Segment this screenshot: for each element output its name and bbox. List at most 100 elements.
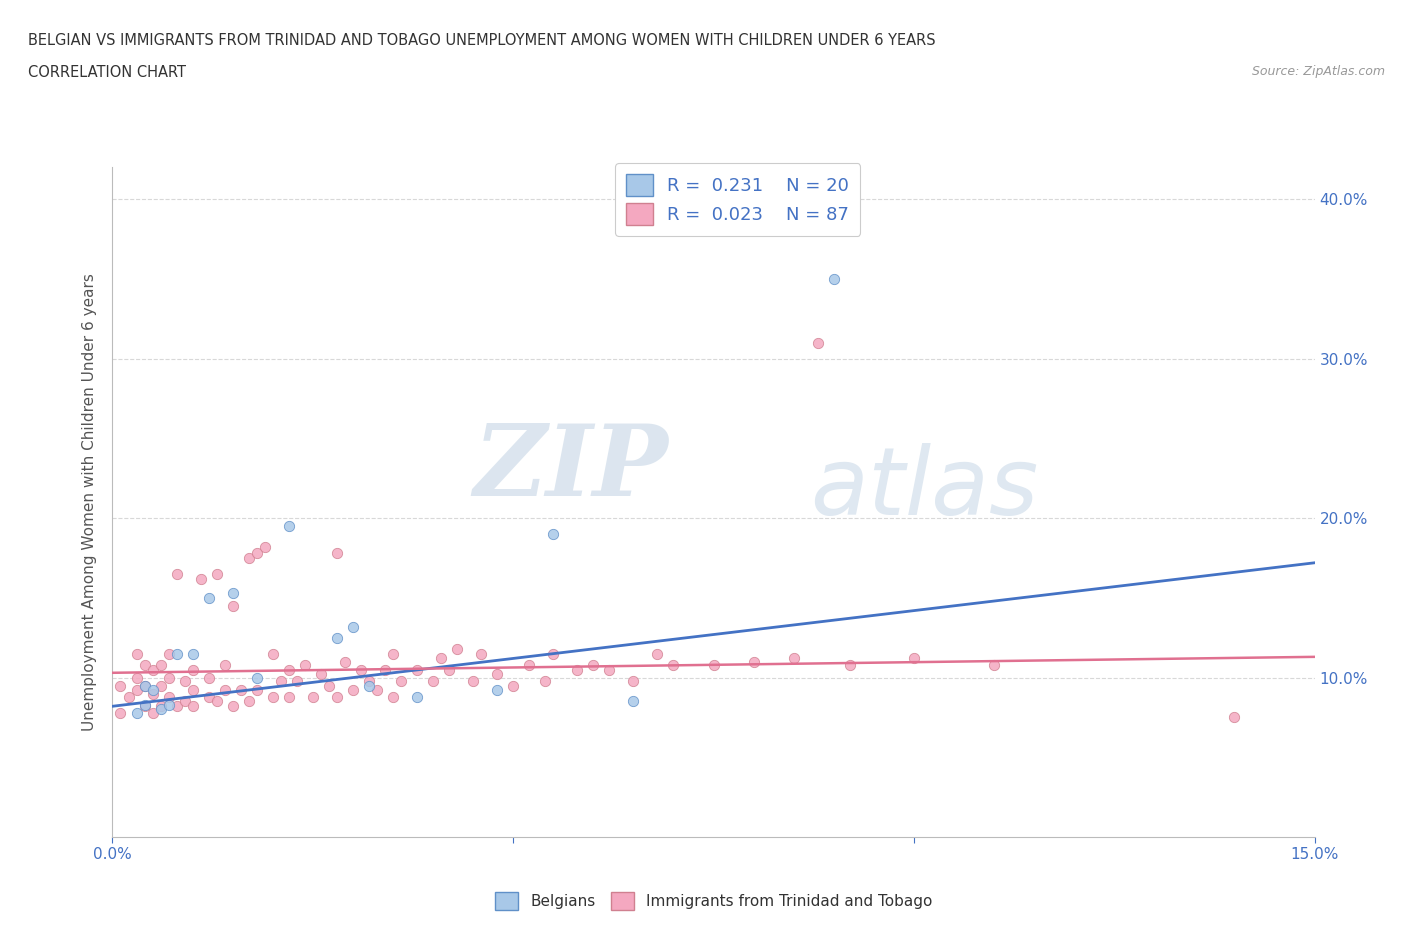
Point <box>326 689 349 704</box>
Point <box>382 689 405 704</box>
Point <box>125 646 148 661</box>
Point <box>125 683 148 698</box>
Point <box>110 705 132 720</box>
Point <box>277 662 299 677</box>
Point <box>903 651 925 666</box>
Point <box>382 646 405 661</box>
Point <box>598 662 620 677</box>
Point <box>742 654 765 669</box>
Point <box>229 683 252 698</box>
Point <box>486 667 509 682</box>
Point <box>333 654 356 669</box>
Point <box>461 673 484 688</box>
Point <box>190 571 212 586</box>
Y-axis label: Unemployment Among Women with Children Under 6 years: Unemployment Among Women with Children U… <box>82 273 97 731</box>
Point <box>262 689 284 704</box>
Point <box>326 546 349 561</box>
Point <box>141 683 163 698</box>
Point <box>702 658 725 672</box>
Point <box>983 658 1005 672</box>
Point <box>1223 710 1246 724</box>
Point <box>141 662 163 677</box>
Point <box>157 698 180 712</box>
Point <box>517 658 540 672</box>
Text: Source: ZipAtlas.com: Source: ZipAtlas.com <box>1251 65 1385 78</box>
Point <box>406 689 429 704</box>
Point <box>647 646 669 661</box>
Point <box>238 694 260 709</box>
Point <box>534 673 557 688</box>
Point <box>422 673 444 688</box>
Point <box>173 673 195 688</box>
Point <box>838 658 860 672</box>
Point <box>350 662 373 677</box>
Point <box>430 651 453 666</box>
Point <box>222 698 245 713</box>
Point <box>406 662 429 677</box>
Point <box>246 546 269 561</box>
Point <box>181 698 204 713</box>
Point <box>149 698 172 713</box>
Point <box>141 705 163 720</box>
Point <box>318 678 340 693</box>
Text: CORRELATION CHART: CORRELATION CHART <box>28 65 186 80</box>
Point <box>110 678 132 693</box>
Point <box>214 683 236 698</box>
Point <box>134 678 156 693</box>
Point <box>157 646 180 661</box>
Point <box>157 671 180 685</box>
Point <box>502 678 524 693</box>
Text: atlas: atlas <box>810 444 1038 535</box>
Point <box>173 694 195 709</box>
Point <box>222 598 245 613</box>
Point <box>823 272 845 286</box>
Point <box>366 683 388 698</box>
Point <box>246 671 269 685</box>
Point <box>342 619 364 634</box>
Point <box>222 586 245 601</box>
Text: ZIP: ZIP <box>472 420 668 517</box>
Point <box>374 662 396 677</box>
Point <box>446 642 468 657</box>
Point <box>782 651 804 666</box>
Point <box>134 698 156 712</box>
Point <box>157 689 180 704</box>
Point <box>134 698 156 713</box>
Point <box>205 566 228 581</box>
Point <box>567 662 589 677</box>
Point <box>807 336 830 351</box>
Point <box>134 658 156 672</box>
Point <box>277 519 299 534</box>
Point <box>294 658 316 672</box>
Legend: Belgians, Immigrants from Trinidad and Tobago: Belgians, Immigrants from Trinidad and T… <box>489 885 938 916</box>
Point <box>621 673 644 688</box>
Point <box>149 702 172 717</box>
Point <box>166 566 188 581</box>
Point <box>543 526 565 541</box>
Point <box>181 683 204 698</box>
Point <box>357 673 380 688</box>
Point <box>197 671 219 685</box>
Point <box>134 678 156 693</box>
Point <box>389 673 412 688</box>
Point <box>486 683 509 698</box>
Point <box>302 689 325 704</box>
Point <box>621 694 644 709</box>
Point <box>125 671 148 685</box>
Point <box>662 658 685 672</box>
Point <box>214 658 236 672</box>
Point <box>326 631 349 645</box>
Point <box>238 551 260 565</box>
Point <box>277 689 299 704</box>
Point <box>470 646 492 661</box>
Point <box>166 698 188 713</box>
Point <box>205 694 228 709</box>
Point <box>270 673 292 688</box>
Point <box>342 683 364 698</box>
Point <box>309 667 332 682</box>
Point <box>582 658 605 672</box>
Text: BELGIAN VS IMMIGRANTS FROM TRINIDAD AND TOBAGO UNEMPLOYMENT AMONG WOMEN WITH CHI: BELGIAN VS IMMIGRANTS FROM TRINIDAD AND … <box>28 33 936 47</box>
Point <box>285 673 308 688</box>
Point <box>246 683 269 698</box>
Point <box>181 646 204 661</box>
